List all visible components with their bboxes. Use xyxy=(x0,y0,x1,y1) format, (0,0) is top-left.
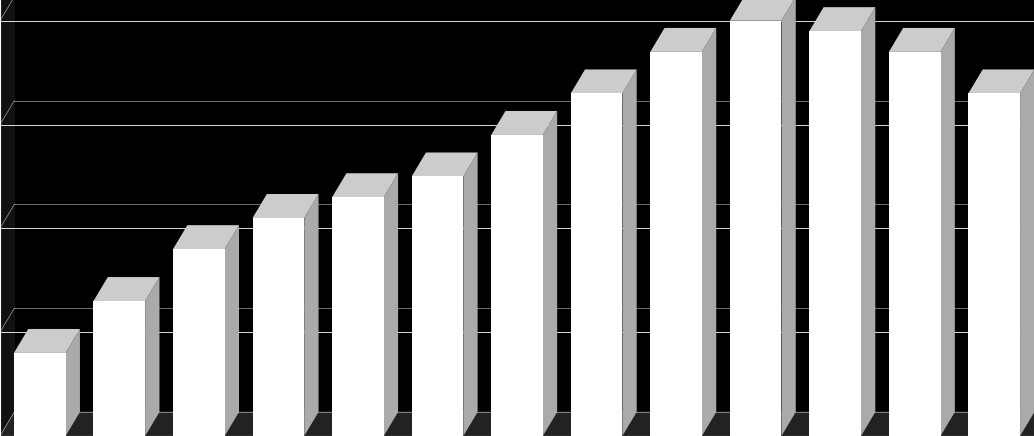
Polygon shape xyxy=(224,225,239,436)
Polygon shape xyxy=(332,173,398,197)
Polygon shape xyxy=(384,173,398,436)
Polygon shape xyxy=(650,28,717,52)
Polygon shape xyxy=(810,7,876,31)
Polygon shape xyxy=(13,329,80,353)
Polygon shape xyxy=(93,277,159,301)
Polygon shape xyxy=(782,0,796,436)
Polygon shape xyxy=(571,69,637,93)
FancyBboxPatch shape xyxy=(810,31,861,436)
Polygon shape xyxy=(622,69,637,436)
Polygon shape xyxy=(1021,69,1034,436)
Polygon shape xyxy=(304,194,318,436)
FancyBboxPatch shape xyxy=(650,52,702,436)
Polygon shape xyxy=(65,329,80,436)
FancyBboxPatch shape xyxy=(412,177,463,436)
FancyBboxPatch shape xyxy=(93,301,145,436)
Polygon shape xyxy=(252,194,318,218)
Polygon shape xyxy=(730,0,796,21)
FancyBboxPatch shape xyxy=(252,218,304,436)
Polygon shape xyxy=(173,225,239,249)
FancyBboxPatch shape xyxy=(173,249,224,436)
Polygon shape xyxy=(543,111,557,436)
Polygon shape xyxy=(969,69,1034,93)
Polygon shape xyxy=(491,111,557,135)
Polygon shape xyxy=(702,28,717,436)
FancyBboxPatch shape xyxy=(889,52,941,436)
FancyBboxPatch shape xyxy=(13,353,65,436)
Polygon shape xyxy=(412,153,478,177)
FancyBboxPatch shape xyxy=(491,135,543,436)
Polygon shape xyxy=(145,277,159,436)
Polygon shape xyxy=(463,153,478,436)
FancyBboxPatch shape xyxy=(969,93,1021,436)
FancyBboxPatch shape xyxy=(332,197,384,436)
FancyBboxPatch shape xyxy=(730,21,782,436)
Polygon shape xyxy=(941,28,954,436)
FancyBboxPatch shape xyxy=(571,93,622,436)
Polygon shape xyxy=(861,7,876,436)
Polygon shape xyxy=(0,412,1034,436)
Polygon shape xyxy=(0,0,14,436)
Polygon shape xyxy=(889,28,954,52)
